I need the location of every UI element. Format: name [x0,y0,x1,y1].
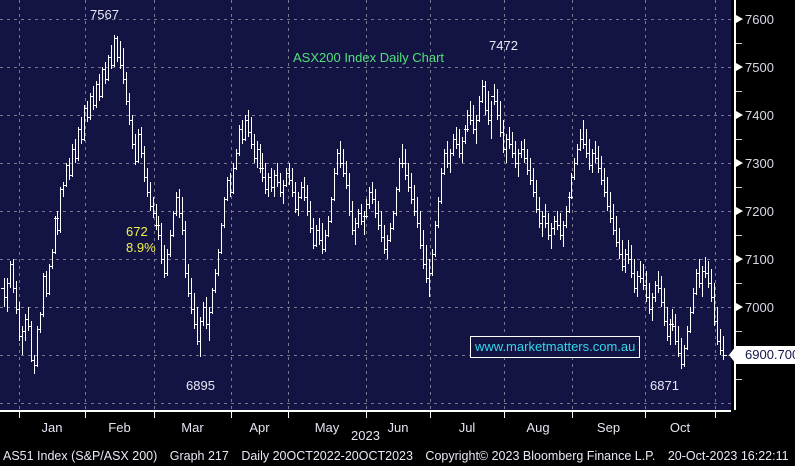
price-axis-minor-tick [736,379,742,380]
gridline-vertical [645,0,646,410]
month-label: Jun [387,420,409,435]
gridline-vertical [715,0,716,410]
price-axis-minor-tick [736,187,742,188]
price-axis-tick [736,15,743,23]
date-axis-tick [366,412,367,418]
price-axis-label: 7200 [745,204,774,219]
gridline-horizontal [0,115,731,116]
price-axis-tick [736,303,743,311]
date-axis-tick [154,412,155,418]
gridline-vertical [288,0,289,410]
footer-timestamp: 20-Oct-2023 16:22:11 [667,449,789,463]
month-label: Aug [526,420,550,435]
month-label: Apr [249,420,270,435]
date-axis-spine [0,410,731,412]
gridline-vertical [572,0,573,410]
gridline-vertical [85,0,86,410]
gridline-horizontal [0,211,731,212]
date-axis-tick [572,412,573,418]
watermark-box: www.marketmatters.com.au [470,336,641,358]
price-axis-tick [736,111,743,119]
price-axis-tick [736,159,743,167]
gridline-vertical [430,0,431,410]
month-label: Jan [41,420,63,435]
footer-periodicity: Daily 20OCT2022-20OCT2023 [241,449,413,463]
gridline-vertical [154,0,155,410]
gridline-vertical [504,0,505,410]
price-axis-minor-tick [736,235,742,236]
gridline-horizontal [0,19,731,20]
ohlc-bar-series [1,34,727,375]
price-axis-minor-tick [736,283,742,284]
gridline-horizontal [0,403,731,404]
date-axis-tick [430,412,431,418]
date-axis-tick [231,412,232,418]
price-axis-label: 7300 [745,156,774,171]
price-axis-minor-tick [736,331,742,332]
price-axis-tick [736,207,743,215]
price-axis-label: 7400 [745,108,774,123]
gridline-vertical [231,0,232,410]
gridline-horizontal [0,355,731,356]
price-axis-minor-tick [736,139,742,140]
price-axis-minor-tick [736,91,742,92]
price-axis-tick [736,63,743,71]
footer-copyright: Copyright© 2023 Bloomberg Finance L.P. [425,449,656,463]
price-axis-label: 7100 [745,252,774,267]
annotation-range-points: 672 [126,224,148,239]
price-axis-tick [736,255,743,263]
price-axis-label: 7500 [745,60,774,75]
date-axis-tick [288,412,289,418]
footer-graph: Graph 217 [169,449,229,463]
month-label: Oct [669,420,691,435]
month-label: Jul [458,420,476,435]
month-label: Mar [181,420,204,435]
annotation-march-low: 6895 [186,378,215,393]
gridline-horizontal [0,163,731,164]
chart-title: ASX200 Index Daily Chart [293,50,445,65]
year-label: 2023 [351,428,380,443]
watermark-url: www.marketmatters.com.au [475,339,636,354]
gridline-horizontal [0,67,731,68]
price-axis-minor-tick [736,43,742,44]
month-label: Feb [108,420,131,435]
gridline-vertical [19,0,20,410]
date-axis-tick [645,412,646,418]
annotation-october-low: 6871 [650,378,679,393]
month-label: May [314,420,340,435]
annotation-period-high: 7567 [90,7,119,22]
month-label: Sep [596,420,621,435]
date-axis-tick [715,412,716,418]
annotation-july-peak: 7472 [489,38,518,53]
gridline-horizontal [0,307,731,308]
date-axis[interactable]: Jan Feb Mar Apr May Jun Jul Aug Sep Oct [0,410,731,446]
price-axis-label: 7000 [745,300,774,315]
annotation-range-percent: 8.9% [126,240,156,255]
price-axis-label: 7600 [745,12,774,27]
status-footer: AS51 Index (S&P/ASX 200) Graph 217 Daily… [0,446,795,466]
gridline-horizontal [0,259,731,260]
current-price-callout: 6900.700 [728,346,795,364]
date-axis-tick [19,412,20,418]
date-axis-tick [504,412,505,418]
chart-plot-area[interactable]: 7567 7472 6895 6871 672 8.9% ASX200 Inde… [0,0,731,410]
date-axis-tick [85,412,86,418]
price-axis-spine [734,0,736,410]
price-axis[interactable]: 7600 7500 7400 7300 7200 7100 7000 6900.700 [728,0,795,410]
footer-ticker: AS51 Index (S&P/ASX 200) [3,449,158,463]
